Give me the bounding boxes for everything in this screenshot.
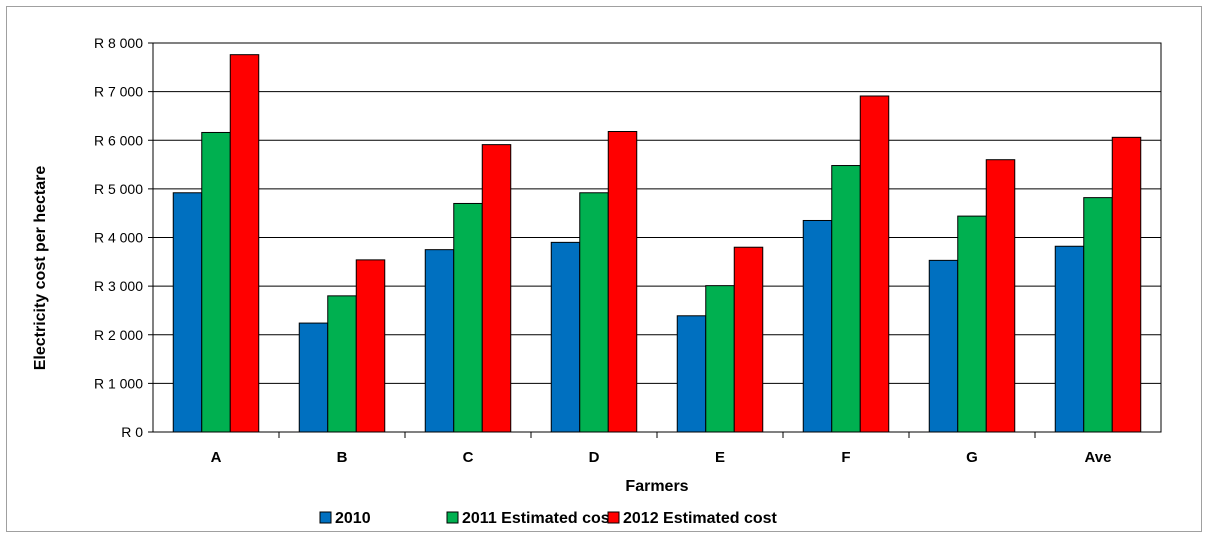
bar-d-2 [607,130,638,433]
bar-g-1 [957,215,987,433]
y-tick-label: R 0 [121,424,143,440]
bar-b-1 [327,295,357,433]
bars [172,54,1142,433]
y-tick-label: R 6 000 [94,132,143,148]
legend-label-0: 2010 [335,510,371,527]
bar-ave-1 [1083,197,1113,433]
x-tick-label: F [841,449,850,466]
bar-d-0 [550,241,581,433]
x-tick-label: E [715,449,725,466]
y-tick-label: R 1 000 [94,375,143,391]
legend: 2010 2011 Estimated cost 2012 Estimated co… [319,510,778,527]
bar-c-1 [453,202,483,433]
x-tick-label: A [211,449,222,466]
x-tick-label: D [589,449,600,466]
axes: R 0 R 1 000 R 2 000 R 3 000 R 4 000 R 5 000 R … [94,35,1162,466]
y-tick-label: R 7 000 [94,84,143,100]
legend-label-2: 2012 Estimated cost [623,510,778,527]
y-tick-label: R 3 000 [94,278,143,294]
bar-e-0 [676,315,707,433]
y-tick-label: R 4 000 [94,230,143,246]
x-tick-label: C [463,449,474,466]
bar-f-1 [831,165,861,433]
bar-f-2 [859,95,890,433]
bar-b-0 [298,322,329,433]
x-tick-label: G [966,449,978,466]
x-tick-label: B [337,449,348,466]
bar-a-0 [172,192,203,433]
legend-swatch-2 [607,511,620,524]
bar-e-1 [705,285,735,433]
y-axis-title: Electricity cost per hectare [32,166,49,371]
bar-g-2 [985,159,1016,433]
y-tick-label: R 5 000 [94,181,143,197]
bar-c-2 [481,144,512,433]
bar-e-2 [733,246,764,433]
bar-c-0 [424,249,455,433]
legend-swatch-0 [319,511,332,524]
bar-f-0 [802,219,833,433]
bar-b-2 [355,259,386,433]
bar-a-2 [229,54,260,433]
x-tick-label: Ave [1085,449,1112,466]
y-tick-label: R 8 000 [94,35,143,51]
y-tick-label: R 2 000 [94,327,143,343]
bar-d-1 [579,192,609,433]
legend-label-1: 2011 Estimated cost [462,510,616,527]
bar-g-0 [928,259,959,433]
x-axis-title: Farmers [625,478,688,495]
bar-ave-2 [1111,136,1142,433]
bar-ave-0 [1054,245,1085,433]
bar-a-1 [201,131,231,433]
legend-swatch-1 [446,511,459,524]
